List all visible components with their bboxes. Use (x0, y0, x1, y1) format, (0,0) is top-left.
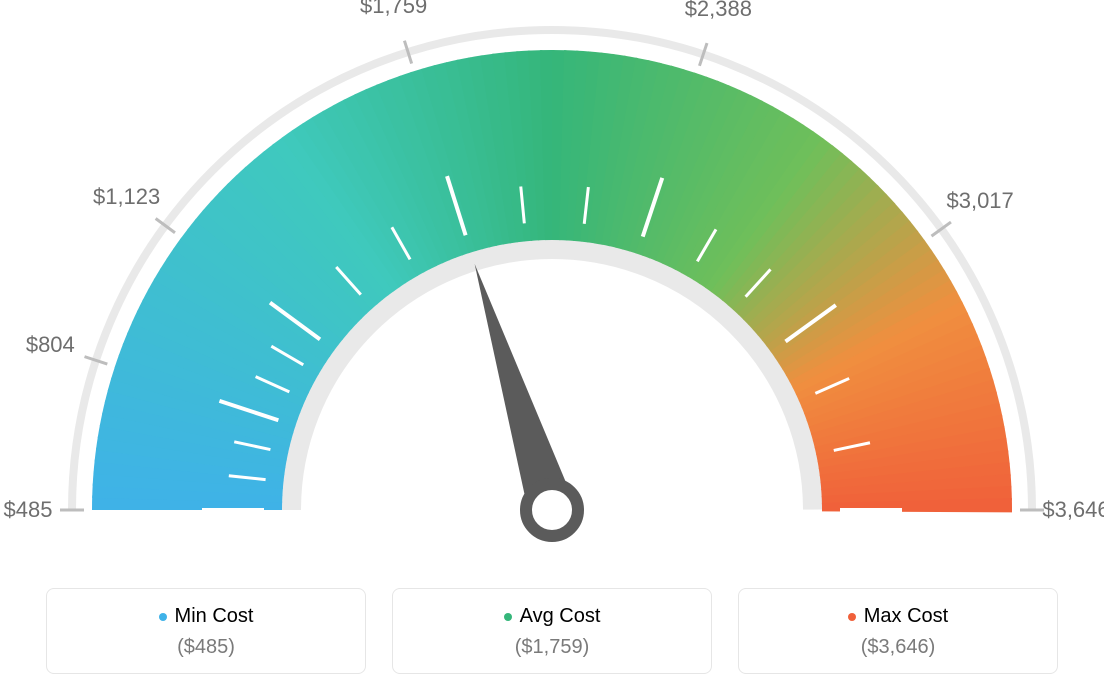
gauge-tick-label: $485 (4, 497, 53, 523)
legend-label: Max Cost (864, 605, 948, 628)
legend-row: Min Cost ($485) Avg Cost ($1,759) Max Co… (0, 588, 1104, 674)
dot-icon (159, 613, 167, 621)
legend-label: Avg Cost (520, 605, 601, 628)
gauge-tick-label: $1,759 (360, 0, 427, 19)
gauge-tick-label: $2,388 (685, 0, 752, 22)
legend-card-avg: Avg Cost ($1,759) (392, 588, 712, 674)
legend-value-min: ($485) (47, 636, 365, 659)
gauge-tick-label: $3,017 (946, 188, 1013, 214)
legend-label: Min Cost (175, 605, 254, 628)
legend-value-avg: ($1,759) (393, 636, 711, 659)
gauge-chart: $485 $804 $1,123 $1,759 $2,388 $3,017 $3,646 (0, 0, 1104, 560)
gauge-svg (0, 0, 1104, 560)
dot-icon (848, 613, 856, 621)
gauge-tick-label: $804 (26, 332, 75, 358)
legend-title-max: Max Cost (848, 605, 948, 628)
legend-title-min: Min Cost (159, 605, 254, 628)
gauge-tick-label: $1,123 (93, 184, 160, 210)
legend-card-max: Max Cost ($3,646) (738, 588, 1058, 674)
gauge-tick-label: $3,646 (1042, 497, 1104, 523)
legend-card-min: Min Cost ($485) (46, 588, 366, 674)
legend-value-max: ($3,646) (739, 636, 1057, 659)
dot-icon (504, 613, 512, 621)
legend-title-avg: Avg Cost (504, 605, 601, 628)
